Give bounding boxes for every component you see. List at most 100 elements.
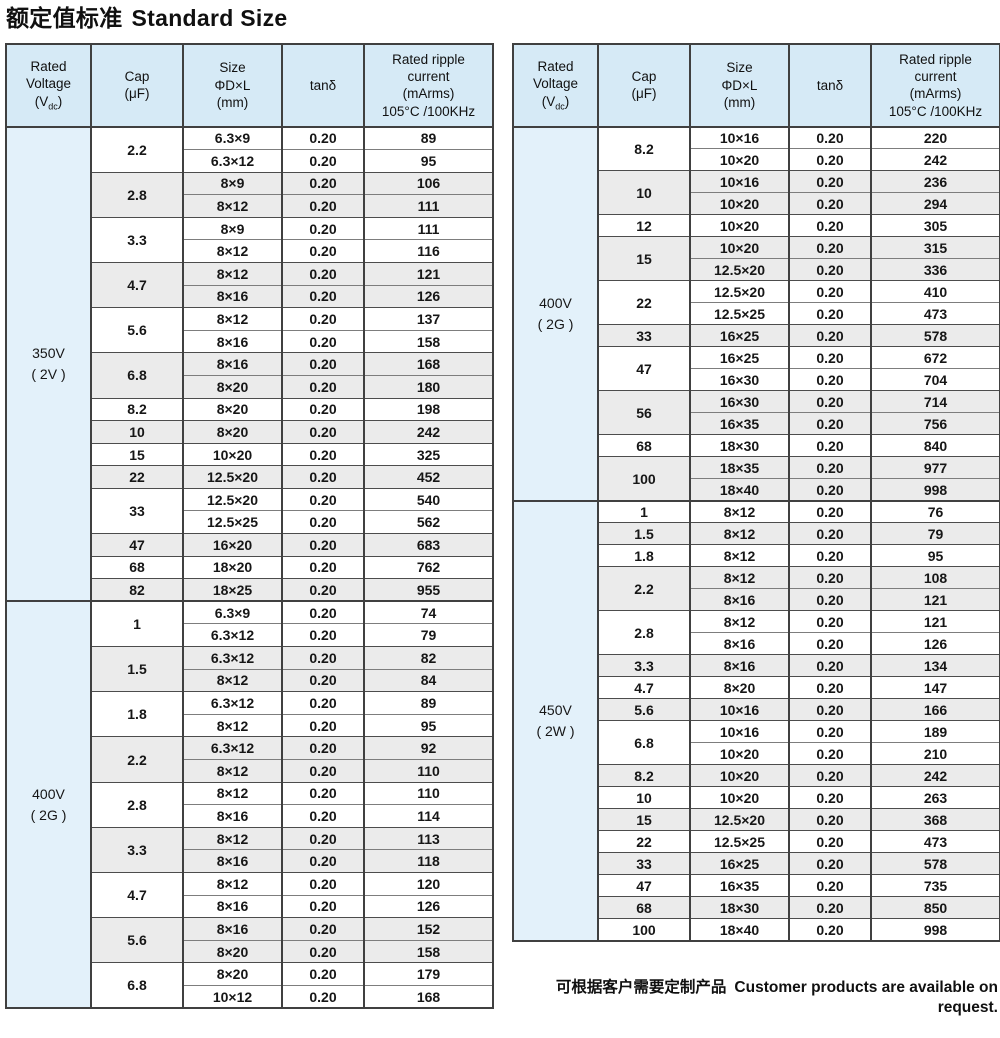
ripple-current-cell: 121 xyxy=(870,588,1000,611)
ripple-current-cell: 305 xyxy=(870,214,1000,237)
size-cell: 18×25 xyxy=(182,578,282,602)
ripple-current-cell: 82 xyxy=(363,646,493,670)
size-cell: 10×16 xyxy=(689,170,789,193)
col-header-tan-delta: tanδ xyxy=(281,43,364,128)
table-row: 16×30 0.20 704 xyxy=(513,368,1000,391)
ripple-current-cell: 263 xyxy=(870,786,1000,809)
ripple-current-cell: 95 xyxy=(870,544,1000,567)
cap-cell: 68 xyxy=(90,555,183,579)
ripple-current-cell: 473 xyxy=(870,830,1000,853)
table-row: 2.2 6.3×12 0.20 92 xyxy=(6,736,493,783)
table-row: 68 18×30 0.20 840 xyxy=(513,434,1000,457)
cap-cell: 100 xyxy=(597,918,690,941)
size-cell: 18×30 xyxy=(689,434,789,457)
size-cell: 10×12 xyxy=(182,984,282,1009)
table-row: 8×16 0.20 126 xyxy=(513,632,1000,655)
cap-cell: 2.2 xyxy=(90,736,183,783)
tan-delta-cell: 0.20 xyxy=(281,984,364,1009)
tan-delta-cell: 0.20 xyxy=(788,786,871,809)
cap-cell: 3.3 xyxy=(90,216,183,263)
table-row: 100 18×35 0.20 977 xyxy=(513,456,1000,501)
cap-cell: 1 xyxy=(90,600,183,647)
col-header-cap: Cap (μF) xyxy=(597,43,690,128)
table-row: 8.2 10×20 0.20 242 xyxy=(513,764,1000,787)
size-cell: 12.5×20 xyxy=(689,258,789,281)
table-row: 33 12.5×20 0.20 540 xyxy=(6,487,493,534)
voltage-cell: 400V( 2G ) xyxy=(5,600,91,1009)
header-row: Rated Voltage (Vdc) Cap (μF) Size ΦD×L (mm) tanδ… xyxy=(5,43,493,128)
tan-delta-cell: 0.20 xyxy=(281,533,364,557)
cap-cell: 2.8 xyxy=(90,171,183,218)
size-cell: 8×16 xyxy=(182,894,282,918)
ripple-current-cell: 95 xyxy=(363,148,493,173)
table-row: 8×16 0.20 118 xyxy=(6,849,493,873)
ripple-current-cell: 683 xyxy=(363,533,493,557)
size-cell: 8×20 xyxy=(182,939,282,963)
tan-delta-cell: 0.20 xyxy=(281,397,364,421)
size-cell: 16×25 xyxy=(689,324,789,347)
size-cell: 6.3×12 xyxy=(182,736,282,760)
cap-cell: 12 xyxy=(597,214,690,237)
voltage-cell: 450V( 2W ) xyxy=(512,499,598,941)
cap-cell: 3.3 xyxy=(597,654,690,677)
ripple-current-cell: 189 xyxy=(870,720,1000,743)
ripple-current-cell: 106 xyxy=(363,171,493,195)
size-cell: 10×16 xyxy=(689,720,789,743)
tan-delta-cell: 0.20 xyxy=(281,352,364,376)
tan-delta-cell: 0.20 xyxy=(788,346,871,369)
size-cell: 8×12 xyxy=(689,522,789,545)
table-row: 10 10×16 0.20 236 xyxy=(513,170,1000,215)
size-cell: 8×16 xyxy=(182,329,282,353)
cap-cell: 5.6 xyxy=(90,917,183,963)
ripple-current-cell: 850 xyxy=(870,896,1000,919)
ripple-current-cell: 210 xyxy=(870,742,1000,765)
col-header-rated-voltage: Rated Voltage (Vdc) xyxy=(512,43,598,128)
cap-cell: 4.7 xyxy=(597,676,690,699)
size-cell: 8×16 xyxy=(182,804,282,828)
size-cell: 8×16 xyxy=(689,632,789,655)
ripple-current-cell: 89 xyxy=(363,125,493,150)
tan-delta-cell: 0.20 xyxy=(788,280,871,303)
ripple-current-cell: 121 xyxy=(870,610,1000,633)
tan-delta-cell: 0.20 xyxy=(788,499,871,523)
ripple-current-cell: 152 xyxy=(363,917,493,941)
tan-delta-cell: 0.20 xyxy=(281,420,364,444)
size-cell: 10×20 xyxy=(689,148,789,171)
tan-delta-cell: 0.20 xyxy=(788,478,871,501)
ripple-current-cell: 114 xyxy=(363,804,493,828)
tan-delta-cell: 0.20 xyxy=(788,434,871,457)
ripple-current-cell: 578 xyxy=(870,852,1000,875)
size-cell: 6.3×12 xyxy=(182,623,282,647)
cap-cell: 10 xyxy=(597,170,690,215)
tan-delta-cell: 0.20 xyxy=(788,148,871,171)
table-row: 8.2 8×20 0.20 198 xyxy=(6,397,493,421)
ripple-current-cell: 180 xyxy=(363,374,493,399)
cap-cell: 6.8 xyxy=(90,352,183,399)
tan-delta-cell: 0.20 xyxy=(281,216,364,240)
size-cell: 8×20 xyxy=(182,397,282,421)
size-cell: 8×12 xyxy=(182,781,282,805)
ripple-current-cell: 840 xyxy=(870,434,1000,457)
tan-delta-cell: 0.20 xyxy=(788,236,871,259)
table-row: 8×16 0.20 126 xyxy=(6,284,493,308)
ripple-current-cell: 111 xyxy=(363,194,493,218)
table-row: 10 10×20 0.20 263 xyxy=(513,786,1000,809)
page-title: 额定值标准 Standard Size xyxy=(6,4,997,34)
ripple-current-cell: 735 xyxy=(870,874,1000,897)
table-row: 16×35 0.20 756 xyxy=(513,412,1000,435)
ripple-current-cell: 998 xyxy=(870,478,1000,501)
footnote-zh: 可根据客户需要定制产品 xyxy=(555,978,727,996)
cap-cell: 5.6 xyxy=(597,698,690,721)
cap-cell: 1.5 xyxy=(597,522,690,545)
size-cell: 8×20 xyxy=(182,962,282,986)
tan-delta-cell: 0.20 xyxy=(281,125,364,150)
size-cell: 6.3×12 xyxy=(182,691,282,715)
tan-delta-cell: 0.20 xyxy=(788,368,871,391)
ripple-current-cell: 168 xyxy=(363,984,493,1009)
cap-cell: 2.8 xyxy=(90,781,183,828)
tan-delta-cell: 0.20 xyxy=(281,374,364,399)
tan-delta-cell: 0.20 xyxy=(788,632,871,655)
size-cell: 8×16 xyxy=(182,284,282,308)
size-cell: 12.5×20 xyxy=(182,487,282,511)
